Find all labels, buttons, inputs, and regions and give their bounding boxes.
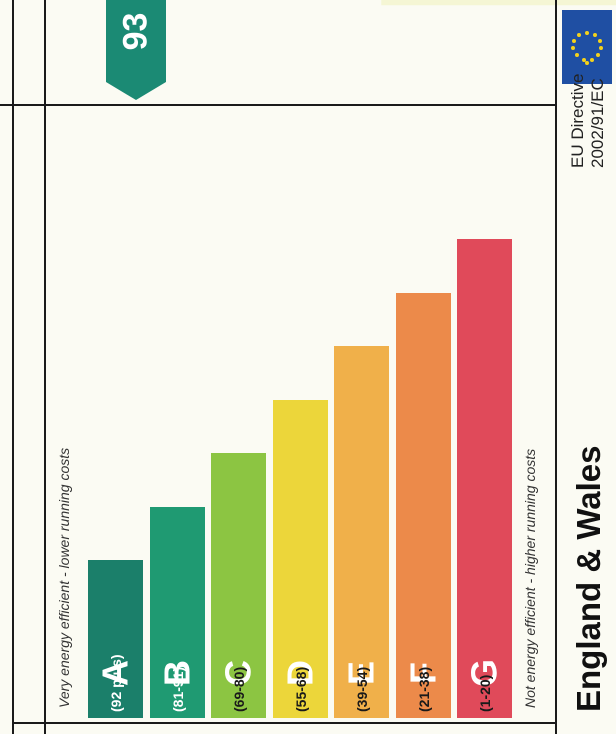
band-f: F (21-38): [395, 292, 451, 718]
band-a: A (92 plus): [88, 560, 143, 718]
band-d: D (55-68): [272, 399, 328, 718]
band-range: (69-80): [231, 666, 247, 712]
frame-right: [555, 0, 557, 734]
band-range: (1-20): [477, 674, 493, 712]
band-range: (55-68): [292, 666, 309, 712]
frame-bottom: [12, 722, 557, 724]
band-range: (39-54): [354, 666, 370, 712]
eu-flag: [562, 10, 612, 84]
band-g: G (1-20): [457, 239, 512, 718]
score-value: 93: [116, 12, 155, 51]
band-e: E (39-54): [334, 346, 389, 718]
eu-stars-icon: [571, 31, 603, 65]
region-label: England & Wales: [570, 445, 607, 712]
directive-line2: 2002/91/EC: [588, 78, 607, 168]
score-badge: 93: [106, 0, 166, 100]
band-range: (21-38): [415, 666, 432, 712]
frame-top-divider: [0, 104, 556, 106]
top-note: Very energy efficient - lower running co…: [56, 447, 72, 708]
frame-left-inner: [44, 0, 46, 734]
frame-left-outer: [12, 0, 14, 734]
directive-line1: EU Directive: [568, 73, 587, 168]
band-b: B (81-91): [149, 506, 205, 718]
bottom-note: Not energy efficient - higher running co…: [522, 448, 538, 708]
score-arrow-shape: [106, 0, 166, 100]
band-range: (92 plus): [108, 654, 124, 712]
band-c: C (69-80): [211, 453, 266, 718]
band-range: (81-91): [169, 666, 186, 712]
